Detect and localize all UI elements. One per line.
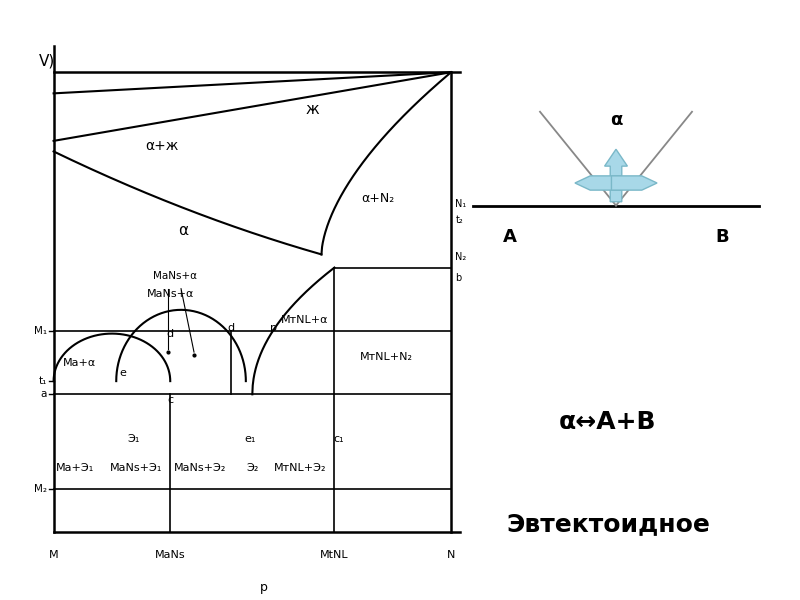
Text: M: M bbox=[49, 550, 58, 560]
Text: MаNs+α: MаNs+α bbox=[153, 271, 197, 281]
Text: e₁: e₁ bbox=[245, 434, 256, 444]
Text: M₁: M₁ bbox=[34, 326, 47, 336]
FancyArrow shape bbox=[611, 176, 657, 190]
Text: Э₁: Э₁ bbox=[127, 434, 140, 444]
Text: Mа+Э₁: Mа+Э₁ bbox=[56, 463, 94, 473]
Text: N₂: N₂ bbox=[455, 252, 466, 262]
Text: c₁: c₁ bbox=[334, 434, 344, 444]
Text: MтNL+Э₂: MтNL+Э₂ bbox=[274, 463, 326, 473]
Text: d: d bbox=[227, 323, 234, 334]
Text: p: p bbox=[270, 323, 278, 334]
Text: MaNs: MaNs bbox=[155, 550, 186, 560]
Text: M₂: M₂ bbox=[34, 484, 47, 494]
Text: MтNL+α: MтNL+α bbox=[281, 316, 328, 325]
FancyArrow shape bbox=[575, 176, 621, 190]
Text: B: B bbox=[715, 228, 730, 246]
Text: α: α bbox=[178, 223, 188, 238]
Text: Э₂: Э₂ bbox=[246, 463, 258, 473]
Text: Эвтектоидное: Эвтектоидное bbox=[506, 512, 710, 536]
FancyArrow shape bbox=[605, 149, 627, 202]
Text: α+N₂: α+N₂ bbox=[361, 193, 394, 205]
Text: α↔A+B: α↔A+B bbox=[559, 410, 657, 434]
Text: MtNL: MtNL bbox=[320, 550, 349, 560]
Text: α: α bbox=[610, 110, 622, 128]
Text: N: N bbox=[447, 550, 455, 560]
Text: MаNs+α: MаNs+α bbox=[146, 289, 194, 299]
Text: Mа+α: Mа+α bbox=[63, 358, 96, 368]
Text: MтNL+N₂: MтNL+N₂ bbox=[360, 352, 413, 362]
Text: V): V) bbox=[38, 54, 54, 69]
Text: d: d bbox=[166, 329, 174, 338]
Text: a: a bbox=[41, 389, 47, 400]
Text: t₁: t₁ bbox=[38, 376, 47, 386]
Text: α+ж: α+ж bbox=[145, 139, 178, 153]
Text: e: e bbox=[119, 368, 126, 378]
Text: c: c bbox=[167, 395, 174, 404]
Text: t₂: t₂ bbox=[455, 215, 463, 225]
Text: MаNs+Э₂: MаNs+Э₂ bbox=[174, 463, 226, 473]
Text: N₁: N₁ bbox=[455, 199, 466, 209]
Text: р: р bbox=[260, 581, 268, 594]
Text: MаNs+Э₁: MаNs+Э₁ bbox=[110, 463, 162, 473]
Text: b: b bbox=[455, 273, 462, 283]
Text: ж: ж bbox=[306, 101, 320, 116]
Text: A: A bbox=[502, 228, 517, 246]
